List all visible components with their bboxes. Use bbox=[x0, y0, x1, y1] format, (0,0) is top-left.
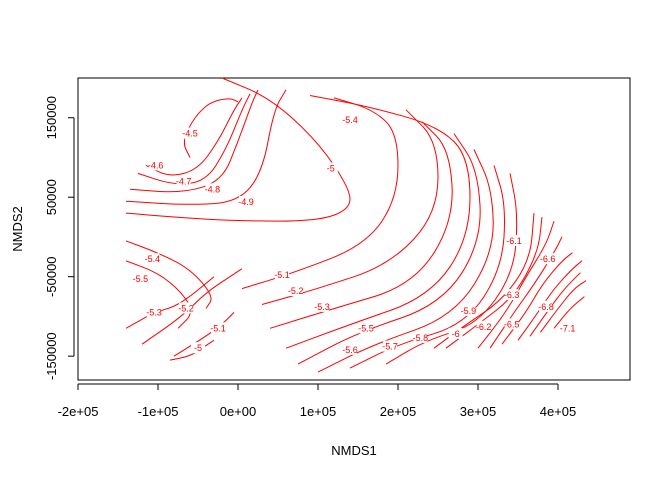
contour-label-mask bbox=[539, 300, 553, 312]
contour-label: -5.9 bbox=[461, 306, 477, 316]
contour-line bbox=[349, 165, 505, 369]
contour-label: -5.8 bbox=[413, 333, 429, 343]
x-tick-label: 3e+05 bbox=[460, 404, 497, 419]
contour-label-mask bbox=[507, 234, 521, 246]
contour-label: -5.5 bbox=[358, 323, 374, 333]
contour-label-mask bbox=[176, 175, 191, 187]
contour-label-mask bbox=[343, 114, 357, 126]
y-axis-title: NMDS2 bbox=[10, 206, 25, 252]
contour-label: -6.2 bbox=[476, 322, 492, 332]
contour-label: -5.1 bbox=[274, 270, 290, 280]
contour-label: -6.8 bbox=[538, 302, 554, 312]
contour-label: -5.6 bbox=[342, 345, 358, 355]
contour-label-mask bbox=[275, 269, 289, 281]
contour-label-mask bbox=[147, 306, 161, 318]
contour-labels: -4.5 -4.6 -4.7 -4.8 -4.9 -5 -5.1 -5.2 -5.3 -5.4 -5… bbox=[133, 114, 576, 355]
contour-label-mask bbox=[148, 159, 163, 171]
contour-label-mask bbox=[413, 331, 428, 343]
contour-label: -4.6 bbox=[148, 160, 164, 170]
contour-label-mask bbox=[504, 289, 519, 300]
contour-label-mask bbox=[288, 285, 303, 296]
contour-label: -5.5 bbox=[133, 274, 149, 284]
contour-label-mask bbox=[323, 162, 338, 174]
contour-label-mask bbox=[211, 322, 225, 334]
contour-label-mask bbox=[179, 302, 193, 314]
contour-label-mask bbox=[133, 273, 148, 285]
contour-line bbox=[285, 95, 471, 349]
contour-line bbox=[145, 97, 243, 176]
x-tick-label: -1e+05 bbox=[138, 404, 179, 419]
contour-label-mask bbox=[183, 127, 197, 139]
contour-line bbox=[553, 296, 585, 329]
x-axis-title: NMDS1 bbox=[331, 443, 377, 458]
contour-label-mask bbox=[205, 183, 220, 195]
contour-line bbox=[539, 280, 587, 333]
contour-line bbox=[125, 276, 215, 329]
contour-label: -4.9 bbox=[238, 197, 254, 207]
contour-label-mask bbox=[359, 322, 373, 334]
y-tick-label: -150000 bbox=[44, 332, 59, 380]
contour-label: -4.7 bbox=[176, 176, 192, 186]
plot-frame bbox=[77, 77, 631, 381]
contour-label-mask bbox=[239, 196, 253, 207]
contour-label: -5.3 bbox=[314, 302, 330, 312]
contour-line bbox=[141, 268, 243, 345]
x-tick-label: 2e+05 bbox=[380, 404, 417, 419]
contour-label: -4.8 bbox=[205, 184, 221, 194]
contour-line bbox=[125, 240, 212, 309]
contour-label: -5 bbox=[327, 164, 335, 174]
contour-label: -6.5 bbox=[504, 319, 520, 329]
contour-line bbox=[125, 260, 192, 329]
contour-label: -6.3 bbox=[504, 290, 520, 300]
contour-label: -7.1 bbox=[560, 323, 576, 333]
contour-label: -5.2 bbox=[178, 304, 194, 314]
contour-label-mask bbox=[504, 318, 519, 330]
contour-label-mask bbox=[315, 300, 329, 312]
contour-line bbox=[125, 89, 287, 205]
contour-label-mask bbox=[191, 342, 205, 354]
x-tick-label: -2e+05 bbox=[58, 404, 99, 419]
contour-label: -5.2 bbox=[288, 286, 304, 296]
contour-label-mask bbox=[145, 253, 160, 265]
contour-label-mask bbox=[383, 340, 397, 352]
contour-line bbox=[261, 109, 439, 305]
x-tick-label: 0e+00 bbox=[220, 404, 257, 419]
y-axis: -150000 -50000 50000 150000 bbox=[44, 96, 75, 380]
contour-line bbox=[125, 77, 351, 222]
contour-label-mask bbox=[560, 322, 575, 334]
contour-line bbox=[529, 272, 581, 337]
contour-label: -5.3 bbox=[146, 307, 162, 317]
contour-label: -5.4 bbox=[145, 254, 161, 264]
contour-label: -5.7 bbox=[382, 342, 398, 352]
contour-line bbox=[385, 173, 518, 365]
y-tick-label: 150000 bbox=[44, 96, 59, 139]
x-axis: -2e+05 -1e+05 0e+00 1e+05 2e+05 3e+05 4e+05 bbox=[58, 383, 577, 419]
contour-label-mask bbox=[461, 304, 476, 316]
contour-label: -5.4 bbox=[342, 115, 358, 125]
x-tick-label: 4e+05 bbox=[540, 404, 577, 419]
contour-label: -6.6 bbox=[540, 254, 556, 264]
contour-label: -4.5 bbox=[182, 129, 198, 139]
x-tick-label: 1e+05 bbox=[300, 404, 337, 419]
contour-label: -5 bbox=[194, 343, 202, 353]
contour-line bbox=[489, 236, 563, 349]
contour-line bbox=[517, 260, 583, 341]
contour-line bbox=[433, 213, 535, 349]
contour-line bbox=[501, 252, 573, 345]
contour-label-mask bbox=[343, 343, 357, 355]
contour-label: -5.1 bbox=[210, 323, 226, 333]
contour-label-mask bbox=[476, 320, 491, 332]
contour-line bbox=[241, 97, 399, 290]
y-tick-label: 50000 bbox=[44, 179, 59, 215]
contour-label: -6 bbox=[452, 329, 460, 339]
contour-label-mask bbox=[448, 327, 463, 339]
contour-label: -6.1 bbox=[506, 236, 522, 246]
contour-line bbox=[477, 220, 555, 349]
contour-line bbox=[269, 121, 453, 329]
contour-label-mask bbox=[540, 253, 555, 265]
contour-line bbox=[129, 89, 259, 193]
y-tick-label: -50000 bbox=[44, 256, 59, 296]
